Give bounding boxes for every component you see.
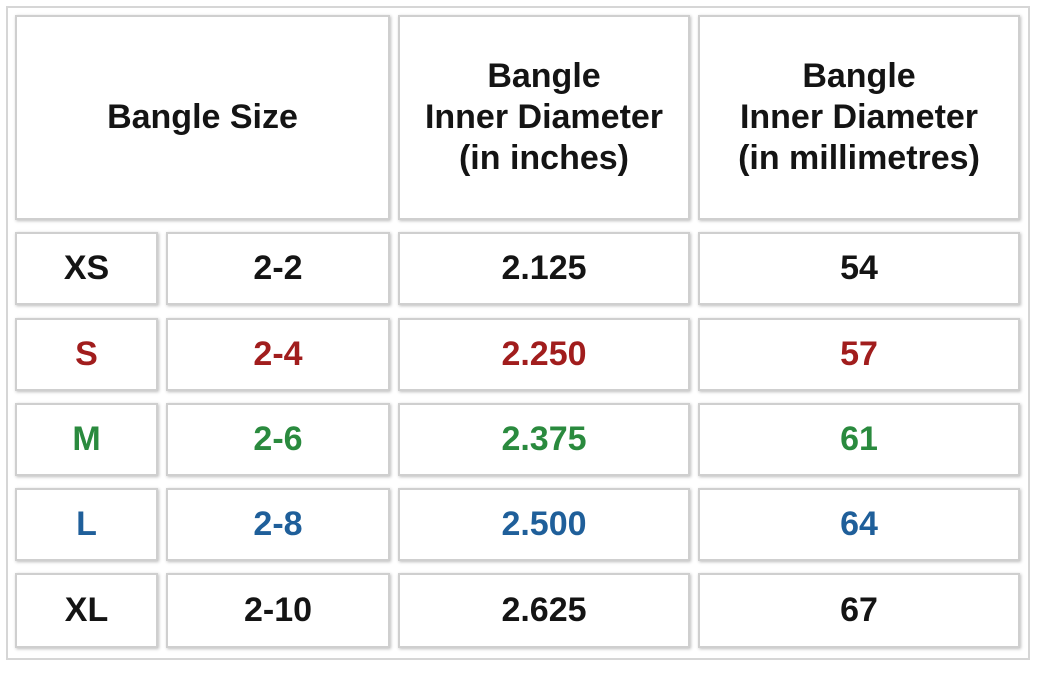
cell-text: 57 xyxy=(840,335,878,374)
cell-text: 2-6 xyxy=(253,420,303,459)
cell-text: 64 xyxy=(840,505,878,544)
cell-text: 2.250 xyxy=(501,335,587,374)
header-cell: Bangle Inner Diameter (in millimetres) xyxy=(698,15,1020,220)
cell-text: XL xyxy=(64,591,109,630)
table-cell: S xyxy=(15,318,158,391)
table-cell: 2.500 xyxy=(398,488,690,561)
table-cell: 64 xyxy=(698,488,1020,561)
header-cell: Bangle Inner Diameter (in inches) xyxy=(398,15,690,220)
table-cell: XL xyxy=(15,573,158,648)
table-cell: 2.625 xyxy=(398,573,690,648)
table-cell: 2-10 xyxy=(166,573,390,648)
cell-text: 2-2 xyxy=(253,249,303,288)
cell-text: 2.625 xyxy=(501,591,587,630)
table-cell: 2-2 xyxy=(166,232,390,305)
cell-text: S xyxy=(75,335,98,374)
table-frame xyxy=(6,6,1030,660)
table-cell: 2-4 xyxy=(166,318,390,391)
cell-text: 54 xyxy=(840,249,878,288)
table-cell: 61 xyxy=(698,403,1020,476)
table-cell: L xyxy=(15,488,158,561)
table-cell: XS xyxy=(15,232,158,305)
header-line: Inner Diameter xyxy=(739,98,979,137)
table-cell: 67 xyxy=(698,573,1020,648)
header-line: (in millimetres) xyxy=(738,138,980,177)
header-line: (in inches) xyxy=(458,138,630,177)
header-line: Bangle xyxy=(802,57,916,96)
cell-text: 2-10 xyxy=(243,591,313,630)
table-cell: 57 xyxy=(698,318,1020,391)
cell-text: 2-8 xyxy=(253,505,303,544)
cell-text: 2.375 xyxy=(501,420,587,459)
header-line: Bangle xyxy=(487,57,601,96)
table-cell: 2.250 xyxy=(398,318,690,391)
table-cell: 2-8 xyxy=(166,488,390,561)
cell-text: 2.500 xyxy=(501,505,587,544)
cell-text: 67 xyxy=(840,591,878,630)
header-text: Bangle Size xyxy=(107,98,298,137)
table-cell: 2.125 xyxy=(398,232,690,305)
cell-text: 2.125 xyxy=(501,249,587,288)
header-cell: Bangle Size xyxy=(15,15,390,220)
cell-text: 61 xyxy=(840,420,878,459)
cell-text: XS xyxy=(63,249,110,288)
cell-text: M xyxy=(72,420,101,459)
table-cell: 2-6 xyxy=(166,403,390,476)
cell-text: L xyxy=(76,505,97,544)
table-cell: M xyxy=(15,403,158,476)
table-cell: 54 xyxy=(698,232,1020,305)
cell-text: 2-4 xyxy=(253,335,303,374)
table-cell: 2.375 xyxy=(398,403,690,476)
header-line: Inner Diameter xyxy=(424,98,664,137)
